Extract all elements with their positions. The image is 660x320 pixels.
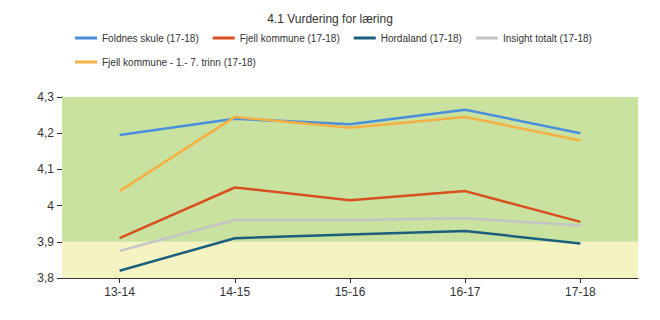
- svg-text:Hordaland (17-18): Hordaland (17-18): [381, 33, 462, 44]
- svg-text:3,8: 3,8: [37, 271, 54, 285]
- svg-text:13-14: 13-14: [104, 285, 135, 299]
- svg-text:Fjell kommune (17-18): Fjell kommune (17-18): [240, 33, 340, 44]
- svg-text:4.1 Vurdering for læring: 4.1 Vurdering for læring: [267, 12, 393, 26]
- svg-text:17-18: 17-18: [565, 285, 596, 299]
- svg-text:4,2: 4,2: [37, 126, 54, 140]
- svg-text:4,3: 4,3: [37, 90, 54, 104]
- svg-text:14-15: 14-15: [219, 285, 250, 299]
- svg-text:Fjell kommune - 1.- 7. trinn (: Fjell kommune - 1.- 7. trinn (17-18): [102, 57, 256, 68]
- svg-text:3,9: 3,9: [37, 235, 54, 249]
- svg-text:4: 4: [47, 199, 54, 213]
- svg-text:16-17: 16-17: [450, 285, 481, 299]
- svg-text:Foldnes skule (17-18): Foldnes skule (17-18): [102, 33, 199, 44]
- svg-text:4,1: 4,1: [37, 162, 54, 176]
- svg-text:Insight totalt (17-18): Insight totalt (17-18): [503, 33, 592, 44]
- svg-text:15-16: 15-16: [335, 285, 366, 299]
